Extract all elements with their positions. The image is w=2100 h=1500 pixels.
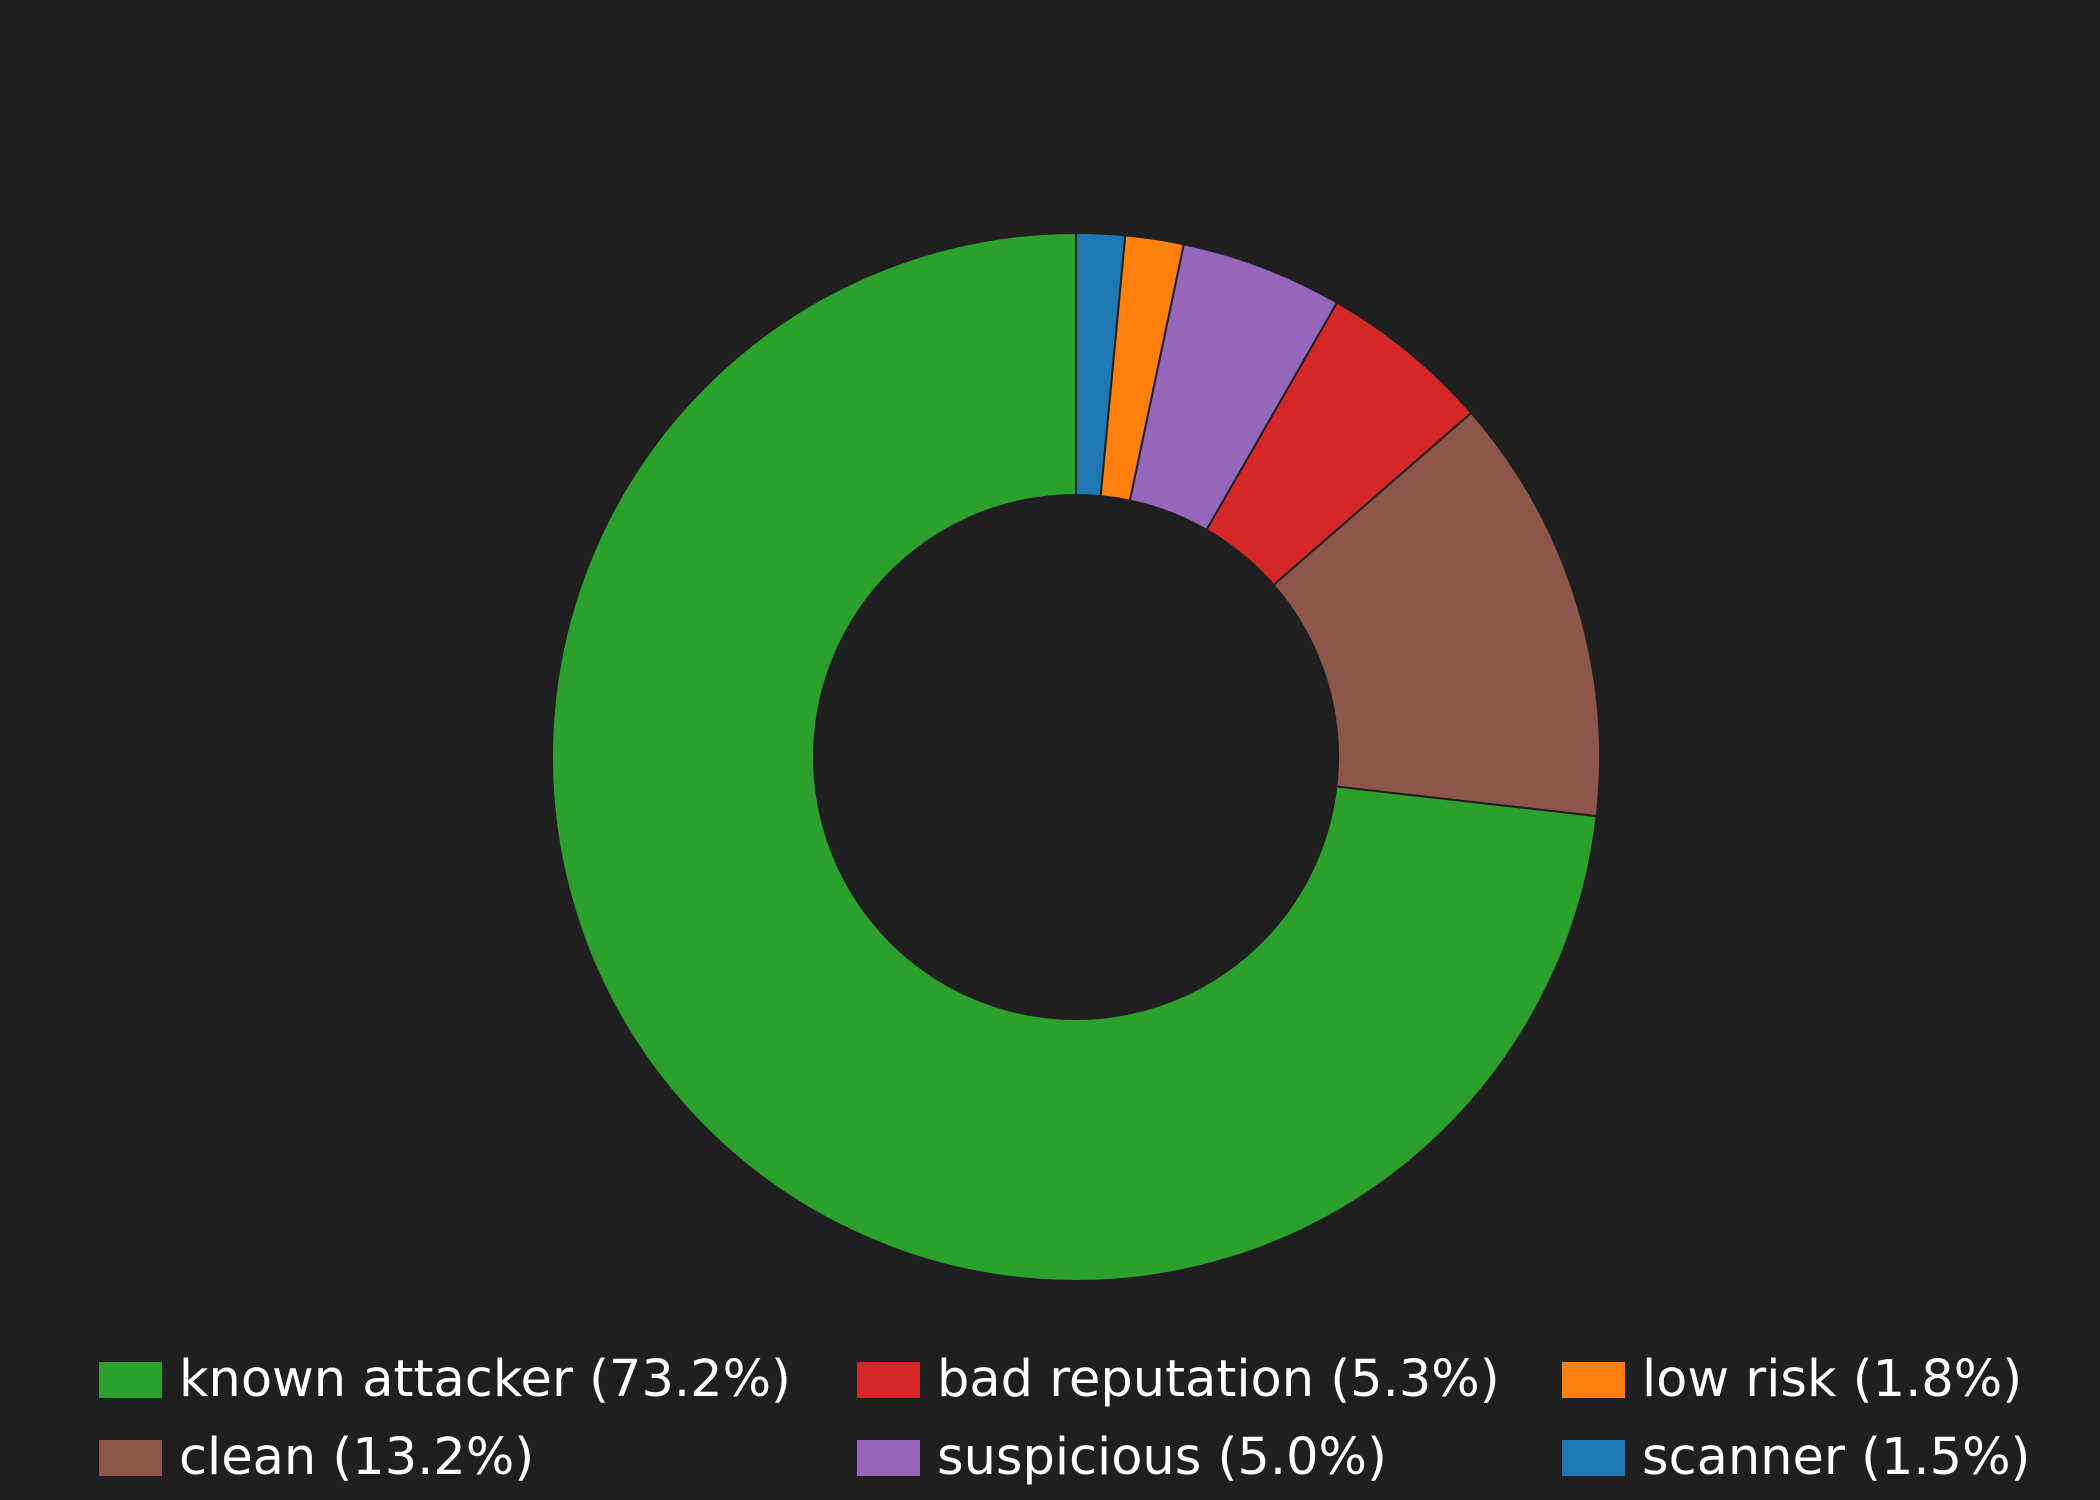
slice-clean: [1272, 411, 1601, 818]
slice-known-attacker: [551, 231, 1598, 1282]
donut-slices: [551, 231, 1601, 1282]
